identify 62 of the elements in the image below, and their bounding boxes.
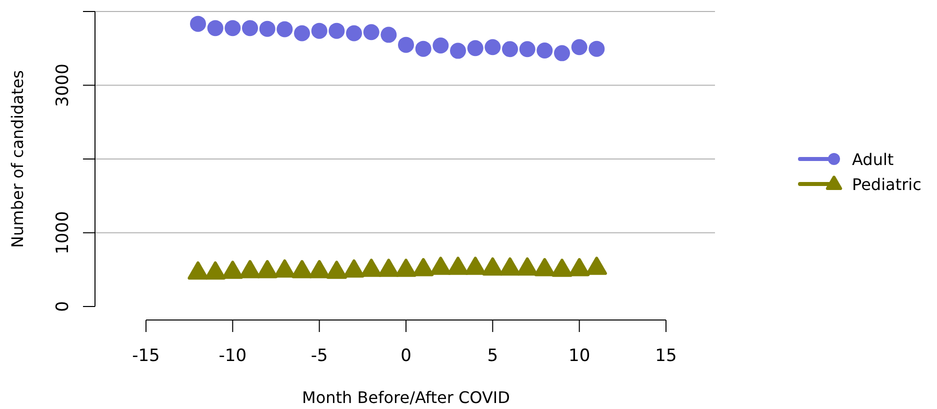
point	[328, 22, 345, 39]
x-tick-label: 10	[568, 346, 590, 366]
legend-label: Pediatric	[852, 175, 922, 194]
point	[344, 259, 364, 278]
point	[467, 40, 484, 56]
y-tick-label: 3000	[53, 64, 73, 107]
point	[586, 256, 607, 275]
point	[430, 256, 451, 275]
point	[378, 258, 399, 277]
point	[554, 45, 570, 62]
point	[380, 26, 397, 43]
point	[274, 259, 295, 278]
x-tick-label: -5	[310, 346, 328, 366]
point	[413, 258, 434, 276]
point	[500, 257, 520, 276]
y-tick-label: 1000	[53, 211, 73, 254]
point	[517, 257, 538, 276]
point	[207, 20, 224, 36]
point	[346, 25, 362, 42]
point	[190, 16, 206, 32]
point	[257, 260, 278, 278]
point	[205, 261, 226, 280]
point	[222, 260, 243, 279]
point	[398, 36, 414, 53]
point	[240, 260, 260, 278]
point	[450, 42, 466, 59]
point	[188, 261, 208, 280]
point	[326, 260, 347, 279]
x-tick-label: 15	[655, 346, 677, 366]
point	[259, 20, 276, 37]
x-tick-label: -10	[218, 346, 247, 366]
point	[432, 38, 449, 54]
point	[292, 260, 312, 278]
legend-label: Adult	[852, 150, 894, 169]
point	[569, 258, 590, 276]
y-tick-label: 0	[53, 301, 73, 312]
y-axis-title: Number of candidates	[8, 70, 27, 248]
point	[588, 40, 605, 57]
point	[536, 42, 553, 59]
x-axis-title: Month Before/After COVID	[302, 388, 510, 407]
point	[484, 39, 501, 56]
point	[309, 260, 330, 278]
point	[519, 41, 536, 58]
point	[294, 25, 310, 42]
point	[482, 257, 503, 276]
point	[448, 256, 468, 275]
point	[242, 20, 258, 36]
x-tick-label: 0	[400, 346, 412, 366]
point	[276, 21, 293, 38]
point	[224, 20, 241, 36]
point	[502, 41, 518, 58]
point	[396, 258, 416, 277]
x-tick-label: -15	[132, 346, 160, 366]
point	[311, 22, 328, 39]
point	[361, 258, 382, 277]
point	[363, 24, 380, 40]
x-tick-label: 5	[487, 346, 498, 366]
point	[415, 40, 432, 57]
point	[534, 258, 555, 276]
point	[552, 258, 572, 277]
point	[465, 256, 486, 275]
point	[571, 39, 588, 56]
